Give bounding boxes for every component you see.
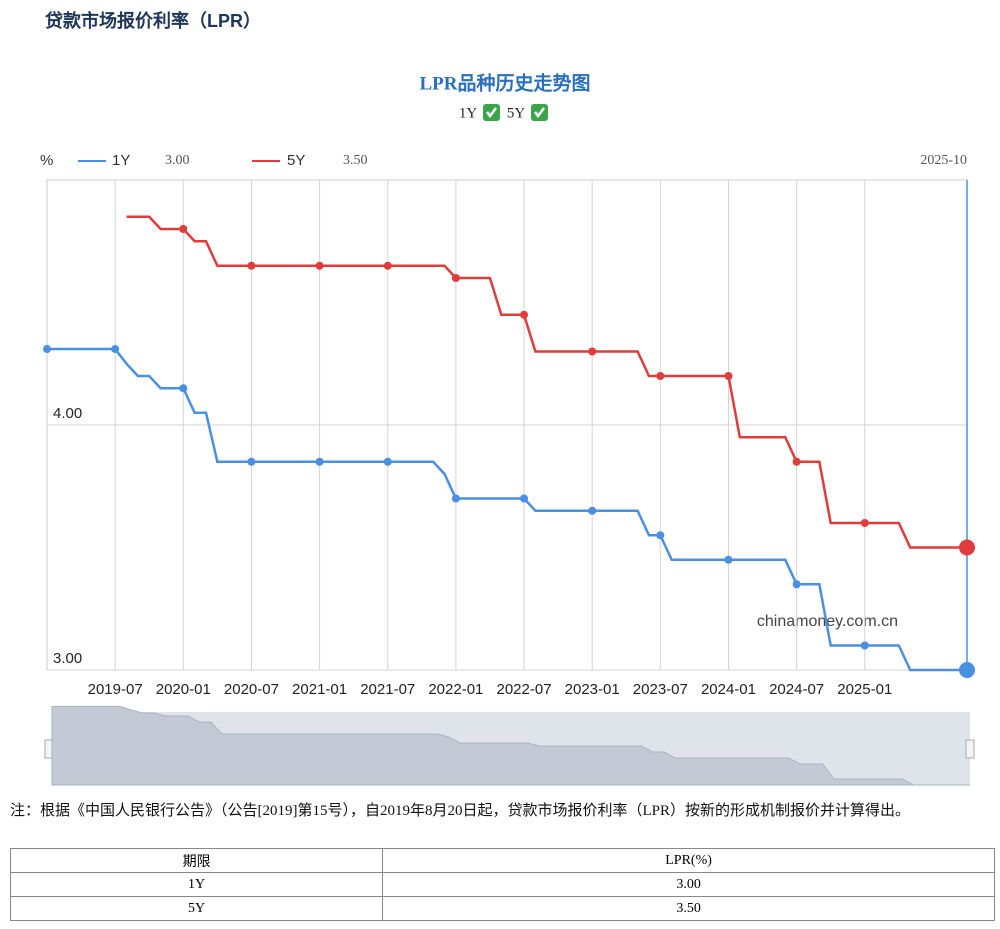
- data-point: [451, 494, 460, 503]
- x-tick-label: 2019-07: [88, 681, 143, 698]
- table-header: 期限: [9, 848, 384, 873]
- x-tick-label: 2024-01: [701, 681, 756, 698]
- data-point: [588, 506, 597, 515]
- data-point: [792, 457, 801, 466]
- data-point: [860, 519, 869, 527]
- x-tick-label: 2024-07: [769, 681, 824, 698]
- data-point: [656, 372, 665, 380]
- cursor-label: 2025-10: [920, 153, 967, 168]
- cursor-point: [959, 662, 975, 678]
- data-point: [247, 457, 256, 466]
- x-tick-label: 2020-07: [224, 681, 279, 698]
- check-icon: [486, 107, 497, 119]
- legend-label: 1Y: [112, 152, 130, 169]
- x-tick-label: 2022-07: [497, 681, 552, 698]
- data-point: [451, 274, 460, 282]
- x-tick-label: 2021-07: [360, 681, 415, 698]
- toggle-label[interactable]: 5Y: [507, 105, 526, 121]
- data-point: [860, 641, 869, 650]
- data-point: [111, 345, 120, 354]
- table-cell: 3.50: [382, 896, 995, 921]
- navigator-handle[interactable]: [965, 739, 975, 759]
- rate-table: 期限 LPR(%) 1Y 3.00 5Y 3.50: [9, 848, 995, 921]
- page-title: 贷款市场报价利率（LPR）: [45, 10, 261, 31]
- data-point: [315, 261, 324, 270]
- data-point: [383, 457, 392, 466]
- data-point: [179, 225, 188, 233]
- table-header: LPR(%): [382, 848, 995, 873]
- toggle-label[interactable]: 1Y: [459, 105, 478, 121]
- data-point: [520, 310, 529, 319]
- x-tick-label: 2022-01: [428, 681, 483, 698]
- table-cell: 1Y: [9, 872, 384, 897]
- chart: 贷款市场报价利率（LPR） LPR品种历史走势图 1Y 5Y % 1Y 3.00…: [40, 10, 975, 786]
- legend-value: 3.50: [343, 153, 368, 168]
- chart-title: LPR品种历史走势图: [419, 71, 590, 94]
- data-point: [656, 531, 665, 540]
- data-point: [724, 555, 733, 564]
- x-tick-label: 2020-01: [156, 681, 211, 698]
- y-tick-label: 3.00: [53, 650, 82, 667]
- data-point: [315, 457, 324, 466]
- legend-label: 5Y: [287, 152, 305, 169]
- y-tick-label: 4.00: [53, 405, 82, 422]
- data-point: [179, 384, 188, 393]
- x-tick-label: 2023-07: [633, 681, 688, 698]
- x-tick-label: 2023-01: [565, 681, 620, 698]
- data-point: [724, 372, 733, 380]
- note: 注：根据《中国人民银行公告》（公告[2019]第15号），自2019年8月20日…: [10, 803, 911, 819]
- cursor-point: [959, 539, 975, 556]
- data-point: [792, 580, 801, 589]
- legend-value: 3.00: [165, 153, 190, 168]
- data-point: [520, 494, 529, 503]
- data-point: [43, 345, 51, 354]
- series-line: [126, 215, 967, 549]
- navigator-area: [51, 705, 970, 786]
- table-cell: 5Y: [9, 896, 384, 921]
- data-point: [383, 261, 392, 270]
- data-point: [588, 347, 597, 356]
- x-tick-label: 2025-01: [837, 681, 892, 698]
- y-unit: %: [40, 152, 53, 169]
- check-icon: [534, 107, 545, 119]
- x-tick-label: 2021-01: [292, 681, 347, 698]
- series-line: [47, 347, 967, 672]
- table-cell: 3.00: [382, 872, 995, 897]
- data-point: [247, 261, 256, 270]
